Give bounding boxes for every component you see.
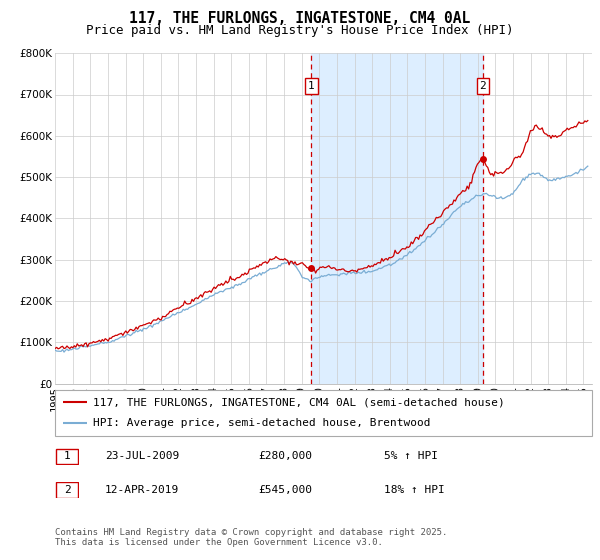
Bar bbox=[311, 53, 482, 384]
Text: Contains HM Land Registry data © Crown copyright and database right 2025.
This d: Contains HM Land Registry data © Crown c… bbox=[55, 528, 448, 547]
Text: £280,000: £280,000 bbox=[258, 451, 312, 461]
Text: 2: 2 bbox=[64, 485, 71, 495]
Text: HPI: Average price, semi-detached house, Brentwood: HPI: Average price, semi-detached house,… bbox=[93, 418, 430, 428]
Text: Price paid vs. HM Land Registry's House Price Index (HPI): Price paid vs. HM Land Registry's House … bbox=[86, 24, 514, 37]
Text: 1: 1 bbox=[308, 81, 315, 91]
Text: 1: 1 bbox=[64, 451, 71, 461]
Text: 23-JUL-2009: 23-JUL-2009 bbox=[105, 451, 179, 461]
Text: 12-APR-2019: 12-APR-2019 bbox=[105, 485, 179, 495]
Text: 2: 2 bbox=[479, 81, 486, 91]
Text: £545,000: £545,000 bbox=[258, 485, 312, 495]
Text: 5% ↑ HPI: 5% ↑ HPI bbox=[384, 451, 438, 461]
Text: 18% ↑ HPI: 18% ↑ HPI bbox=[384, 485, 445, 495]
Text: 117, THE FURLONGS, INGATESTONE, CM4 0AL: 117, THE FURLONGS, INGATESTONE, CM4 0AL bbox=[130, 11, 470, 26]
Text: 117, THE FURLONGS, INGATESTONE, CM4 0AL (semi-detached house): 117, THE FURLONGS, INGATESTONE, CM4 0AL … bbox=[93, 397, 505, 407]
